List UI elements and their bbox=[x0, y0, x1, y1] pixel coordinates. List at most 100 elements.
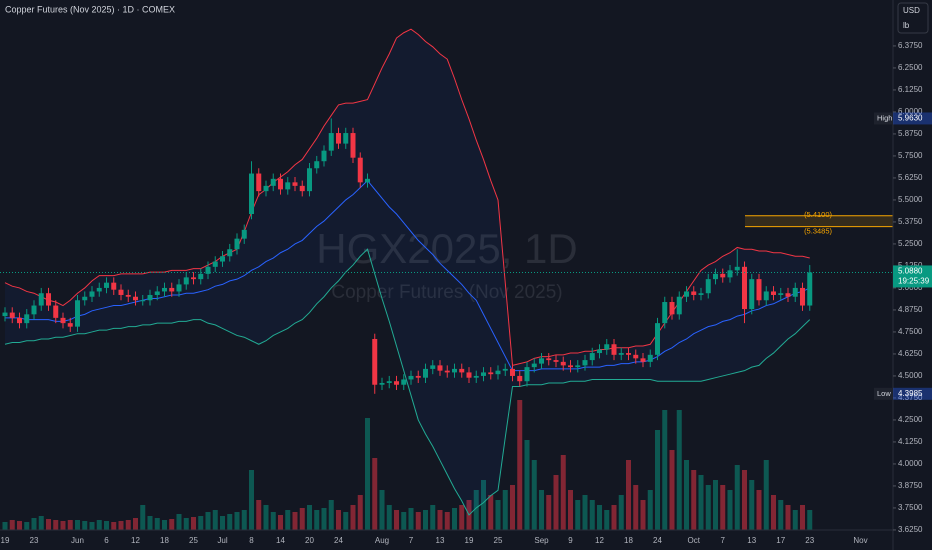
y-tick-label: 5.8750 bbox=[898, 129, 923, 138]
y-tick-label: 5.2500 bbox=[898, 239, 923, 248]
volume-bar bbox=[459, 505, 465, 530]
candle-body bbox=[655, 323, 660, 355]
band-fill bbox=[5, 29, 810, 515]
candle-body bbox=[647, 354, 653, 362]
x-tick-label: 13 bbox=[436, 536, 445, 545]
candle-body bbox=[176, 284, 182, 292]
candle-body bbox=[756, 279, 762, 301]
volume-bar bbox=[67, 520, 73, 530]
volume-bar bbox=[684, 460, 689, 530]
y-tick-label: 5.6250 bbox=[898, 173, 923, 182]
candle-body bbox=[401, 379, 407, 385]
volume-bar bbox=[198, 516, 204, 530]
volume-bar bbox=[749, 480, 755, 530]
candle-body bbox=[720, 273, 726, 278]
volume-bar bbox=[17, 521, 22, 530]
candle-body bbox=[205, 266, 211, 274]
y-tick-label: 3.7500 bbox=[898, 503, 923, 512]
candle-body bbox=[60, 317, 66, 324]
candle-body bbox=[597, 349, 602, 354]
volume-bar bbox=[176, 514, 182, 530]
volume-bar bbox=[263, 505, 269, 530]
candle-body bbox=[459, 368, 465, 373]
candle-body bbox=[372, 338, 378, 385]
volume-bar bbox=[778, 500, 784, 530]
volume-bar bbox=[705, 485, 711, 530]
candle-body bbox=[713, 273, 718, 280]
candle-body bbox=[198, 273, 204, 280]
volume-bar bbox=[357, 495, 363, 530]
volume-bar bbox=[321, 508, 327, 530]
x-tick-label: Sep bbox=[534, 536, 549, 545]
y-tick-label: 5.3750 bbox=[898, 217, 923, 226]
volume-bar bbox=[640, 500, 646, 530]
candle-body bbox=[365, 178, 370, 183]
candle-body bbox=[452, 368, 457, 373]
volume-bar bbox=[328, 500, 334, 530]
y-tick-label: 5.0000 bbox=[898, 283, 923, 292]
candle-body bbox=[140, 300, 146, 302]
band-line bbox=[4, 248, 811, 516]
x-tick-label: 19 bbox=[465, 536, 474, 545]
candle-body bbox=[191, 277, 196, 280]
candle-body bbox=[807, 272, 813, 306]
volume-bar bbox=[386, 505, 392, 530]
x-tick-label: Aug bbox=[375, 536, 389, 545]
volume-bar bbox=[31, 518, 37, 530]
y-tick-label: 4.8750 bbox=[898, 305, 923, 314]
volume-bar bbox=[713, 480, 718, 530]
price-badge-countdown: 19:25:39 bbox=[898, 277, 930, 286]
candle-body bbox=[234, 238, 240, 250]
volume-bar bbox=[24, 522, 30, 530]
volume-bar bbox=[96, 520, 102, 530]
y-tick-label: 6.1250 bbox=[898, 85, 923, 94]
band-line bbox=[4, 28, 810, 367]
volume-bar bbox=[379, 490, 385, 530]
volume-bar bbox=[691, 470, 697, 530]
volume-bar bbox=[256, 500, 262, 530]
candle-body bbox=[437, 365, 443, 371]
volume-bar bbox=[205, 512, 211, 530]
candle-body bbox=[2, 312, 8, 317]
unit-box[interactable] bbox=[897, 2, 929, 34]
candle-body bbox=[227, 249, 233, 257]
volume-bar bbox=[111, 522, 117, 530]
level-zone bbox=[745, 215, 893, 227]
candle-body bbox=[669, 302, 675, 315]
volume-bar bbox=[162, 520, 167, 530]
candle-body bbox=[125, 294, 131, 297]
candle-body bbox=[285, 182, 291, 190]
candle-body bbox=[133, 296, 138, 301]
candle-body bbox=[321, 150, 327, 162]
x-tick-label: Jul bbox=[217, 536, 227, 545]
volume-bar bbox=[524, 440, 530, 530]
x-tick-label: 7 bbox=[721, 536, 726, 545]
candle-body bbox=[792, 287, 798, 297]
candle-body bbox=[589, 353, 595, 361]
x-tick-label: 24 bbox=[334, 536, 343, 545]
volume-bar bbox=[481, 480, 486, 530]
y-tick-label: 4.6250 bbox=[898, 349, 923, 358]
candle-body bbox=[357, 157, 363, 183]
candle-body bbox=[292, 182, 298, 186]
volume-bar bbox=[372, 458, 378, 530]
x-tick-label: 18 bbox=[160, 536, 169, 545]
volume-bar bbox=[452, 508, 457, 530]
candle-body bbox=[727, 270, 733, 278]
y-tick-label: 5.7500 bbox=[898, 151, 923, 160]
volume-bar bbox=[473, 490, 479, 530]
candle-body bbox=[582, 360, 588, 366]
y-tick-label: 3.8750 bbox=[898, 481, 923, 490]
volume-bar bbox=[241, 510, 247, 530]
volume-bar bbox=[676, 410, 682, 530]
candle-body bbox=[394, 381, 399, 385]
volume-bar bbox=[437, 510, 443, 530]
candle-body bbox=[662, 302, 668, 324]
volume-bar bbox=[212, 510, 218, 530]
volume-bar bbox=[647, 490, 653, 530]
candle-body bbox=[626, 353, 631, 355]
volume-bar bbox=[60, 521, 66, 530]
candle-body bbox=[53, 305, 59, 318]
candle-body bbox=[408, 375, 414, 380]
